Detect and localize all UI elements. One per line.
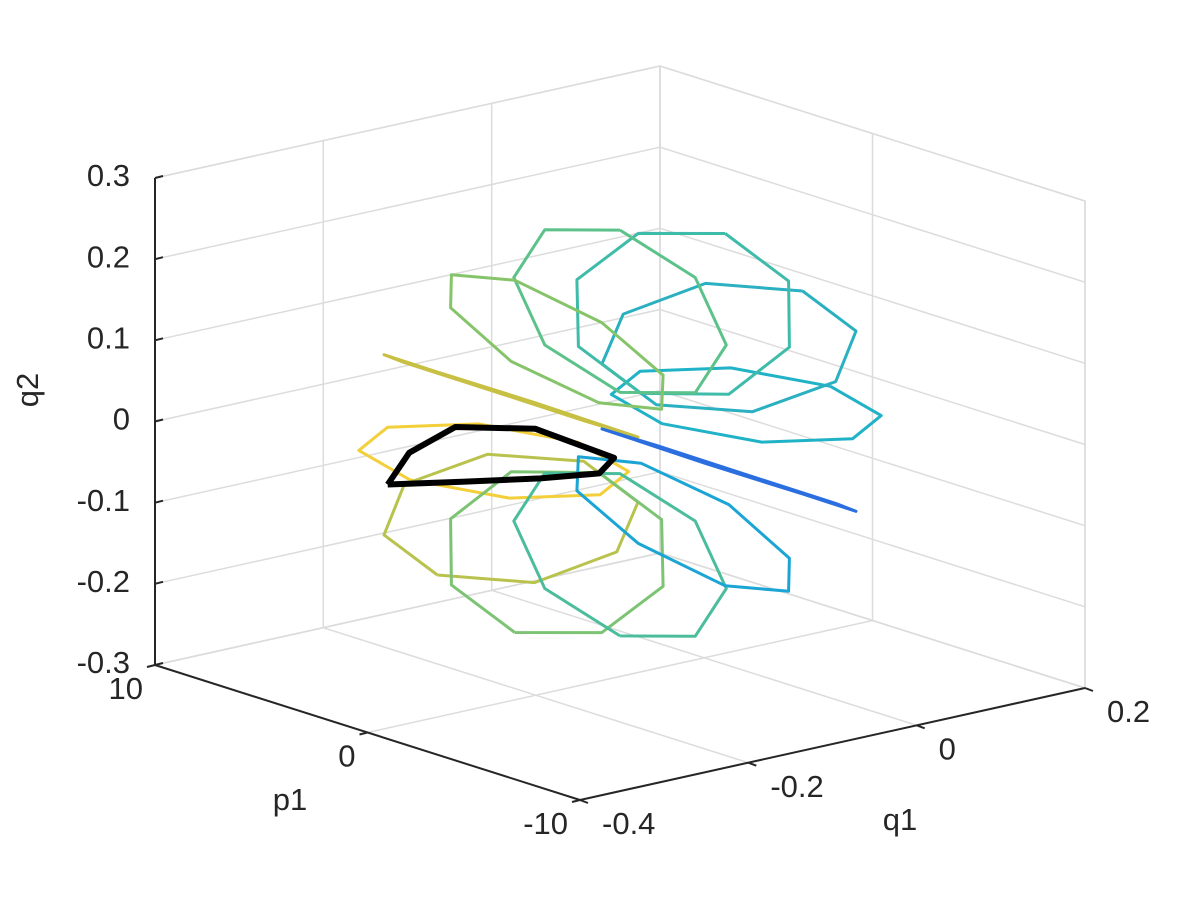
z-tick-label: 0.3 xyxy=(87,158,130,193)
grid-line xyxy=(154,389,1086,527)
z-tick-label: 0.2 xyxy=(87,239,130,274)
series-line xyxy=(575,455,791,593)
z-tick-label: -0.3 xyxy=(77,645,130,680)
z-tick xyxy=(154,256,164,261)
x-tick xyxy=(1084,687,1094,692)
z-tick-label: -0.1 xyxy=(77,483,130,518)
series-line xyxy=(512,471,728,638)
z-tick xyxy=(154,175,164,179)
y-tick xyxy=(146,664,156,668)
y-tick xyxy=(571,799,581,803)
grid-line xyxy=(154,146,1086,283)
x-tick-label: -0.2 xyxy=(770,769,823,804)
x-tick xyxy=(747,761,757,767)
z-tick xyxy=(154,580,164,585)
x-tick-label: 0 xyxy=(939,732,956,767)
series-line xyxy=(600,427,858,513)
series-line xyxy=(382,452,640,585)
y-tick xyxy=(359,731,368,736)
z-tick xyxy=(154,418,164,423)
z-tick-label: 0.1 xyxy=(87,321,130,356)
y-tick-label: -10 xyxy=(523,806,568,841)
series-line xyxy=(609,366,883,444)
y-tick-label: 10 xyxy=(109,671,143,706)
grid-line xyxy=(154,308,1086,446)
x-tick xyxy=(916,724,926,730)
series-line xyxy=(385,424,618,488)
z-tick xyxy=(154,662,164,666)
series-line xyxy=(600,281,858,414)
y-axis-label: p1 xyxy=(273,782,307,817)
grid-line xyxy=(154,227,1086,365)
x-axis xyxy=(579,687,1086,801)
z-tick-label: -0.2 xyxy=(77,564,130,599)
x-axis-label: q1 xyxy=(883,802,917,837)
z-axis-label: q2 xyxy=(10,373,45,407)
series-line xyxy=(512,228,728,395)
grid-line xyxy=(154,65,1086,202)
y-tick-label: 0 xyxy=(338,739,355,774)
z-tick-label: 0 xyxy=(113,402,130,437)
x-tick-label: -0.4 xyxy=(602,806,655,841)
x-tick-label: 0.2 xyxy=(1107,694,1150,729)
series-line xyxy=(382,353,640,439)
z-tick xyxy=(154,499,164,504)
series-line xyxy=(449,273,665,411)
x-tick xyxy=(579,799,589,804)
z-tick xyxy=(154,337,164,342)
